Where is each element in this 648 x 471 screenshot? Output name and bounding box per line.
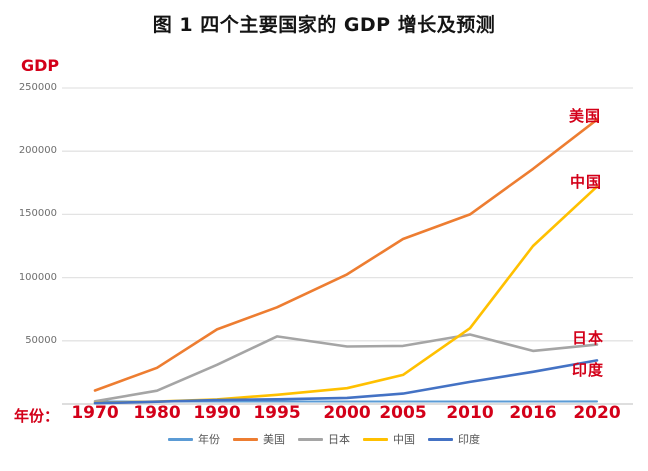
- legend-item-year: 年份: [168, 431, 220, 447]
- legend-item-india: 印度: [428, 431, 480, 447]
- x-tick-label: 2020: [573, 403, 621, 423]
- series-line-japan: [93, 333, 599, 403]
- series-line-china: [93, 185, 599, 405]
- y-tick-label: 50000: [25, 334, 57, 346]
- legend-label: 日本: [328, 433, 350, 446]
- legend-label: 年份: [198, 433, 220, 446]
- x-axis-prefix: 年份：: [14, 407, 60, 425]
- series-line-usa: [93, 118, 599, 392]
- legend-swatch-year: [168, 437, 193, 441]
- y-tick-label: 100000: [18, 271, 57, 283]
- legend-item-china: 中国: [363, 431, 415, 447]
- legend-swatch-china: [363, 437, 388, 441]
- y-tick-label: 150000: [18, 208, 57, 220]
- x-tick-label: 2016: [509, 403, 557, 423]
- chart-title: 图 1 四个主要国家的 GDP 增长及预测: [152, 14, 496, 36]
- x-tick-label: 2005: [379, 403, 427, 423]
- series-label-india: 印度: [572, 361, 605, 379]
- legend: 年份 美国 日本 中国 印度: [0, 431, 648, 447]
- x-tick-label: 1980: [133, 403, 181, 423]
- legend-label: 中国: [393, 433, 415, 446]
- legend-swatch-usa: [233, 437, 258, 441]
- y-tick-label: 250000: [18, 82, 57, 93]
- legend-label: 印度: [458, 433, 480, 446]
- legend-swatch-japan: [298, 437, 323, 441]
- series-label-usa: 美国: [569, 107, 602, 125]
- x-tick-label: 1970: [71, 403, 119, 423]
- series-label-china: 中国: [570, 173, 603, 191]
- y-axis-title: GDP: [21, 56, 60, 75]
- x-tick-label: 1990: [193, 403, 241, 423]
- y-tick-label: 200000: [18, 145, 57, 157]
- legend-item-usa: 美国: [233, 431, 285, 447]
- series-line-india: [93, 359, 599, 405]
- x-tick-label: 1995: [253, 403, 301, 423]
- legend-item-japan: 日本: [298, 431, 350, 447]
- x-tick-label: 2010: [446, 403, 494, 423]
- series-label-japan: 日本: [572, 329, 605, 347]
- x-tick-label: 2000: [323, 403, 371, 423]
- legend-swatch-india: [428, 437, 453, 441]
- legend-label: 美国: [263, 433, 285, 446]
